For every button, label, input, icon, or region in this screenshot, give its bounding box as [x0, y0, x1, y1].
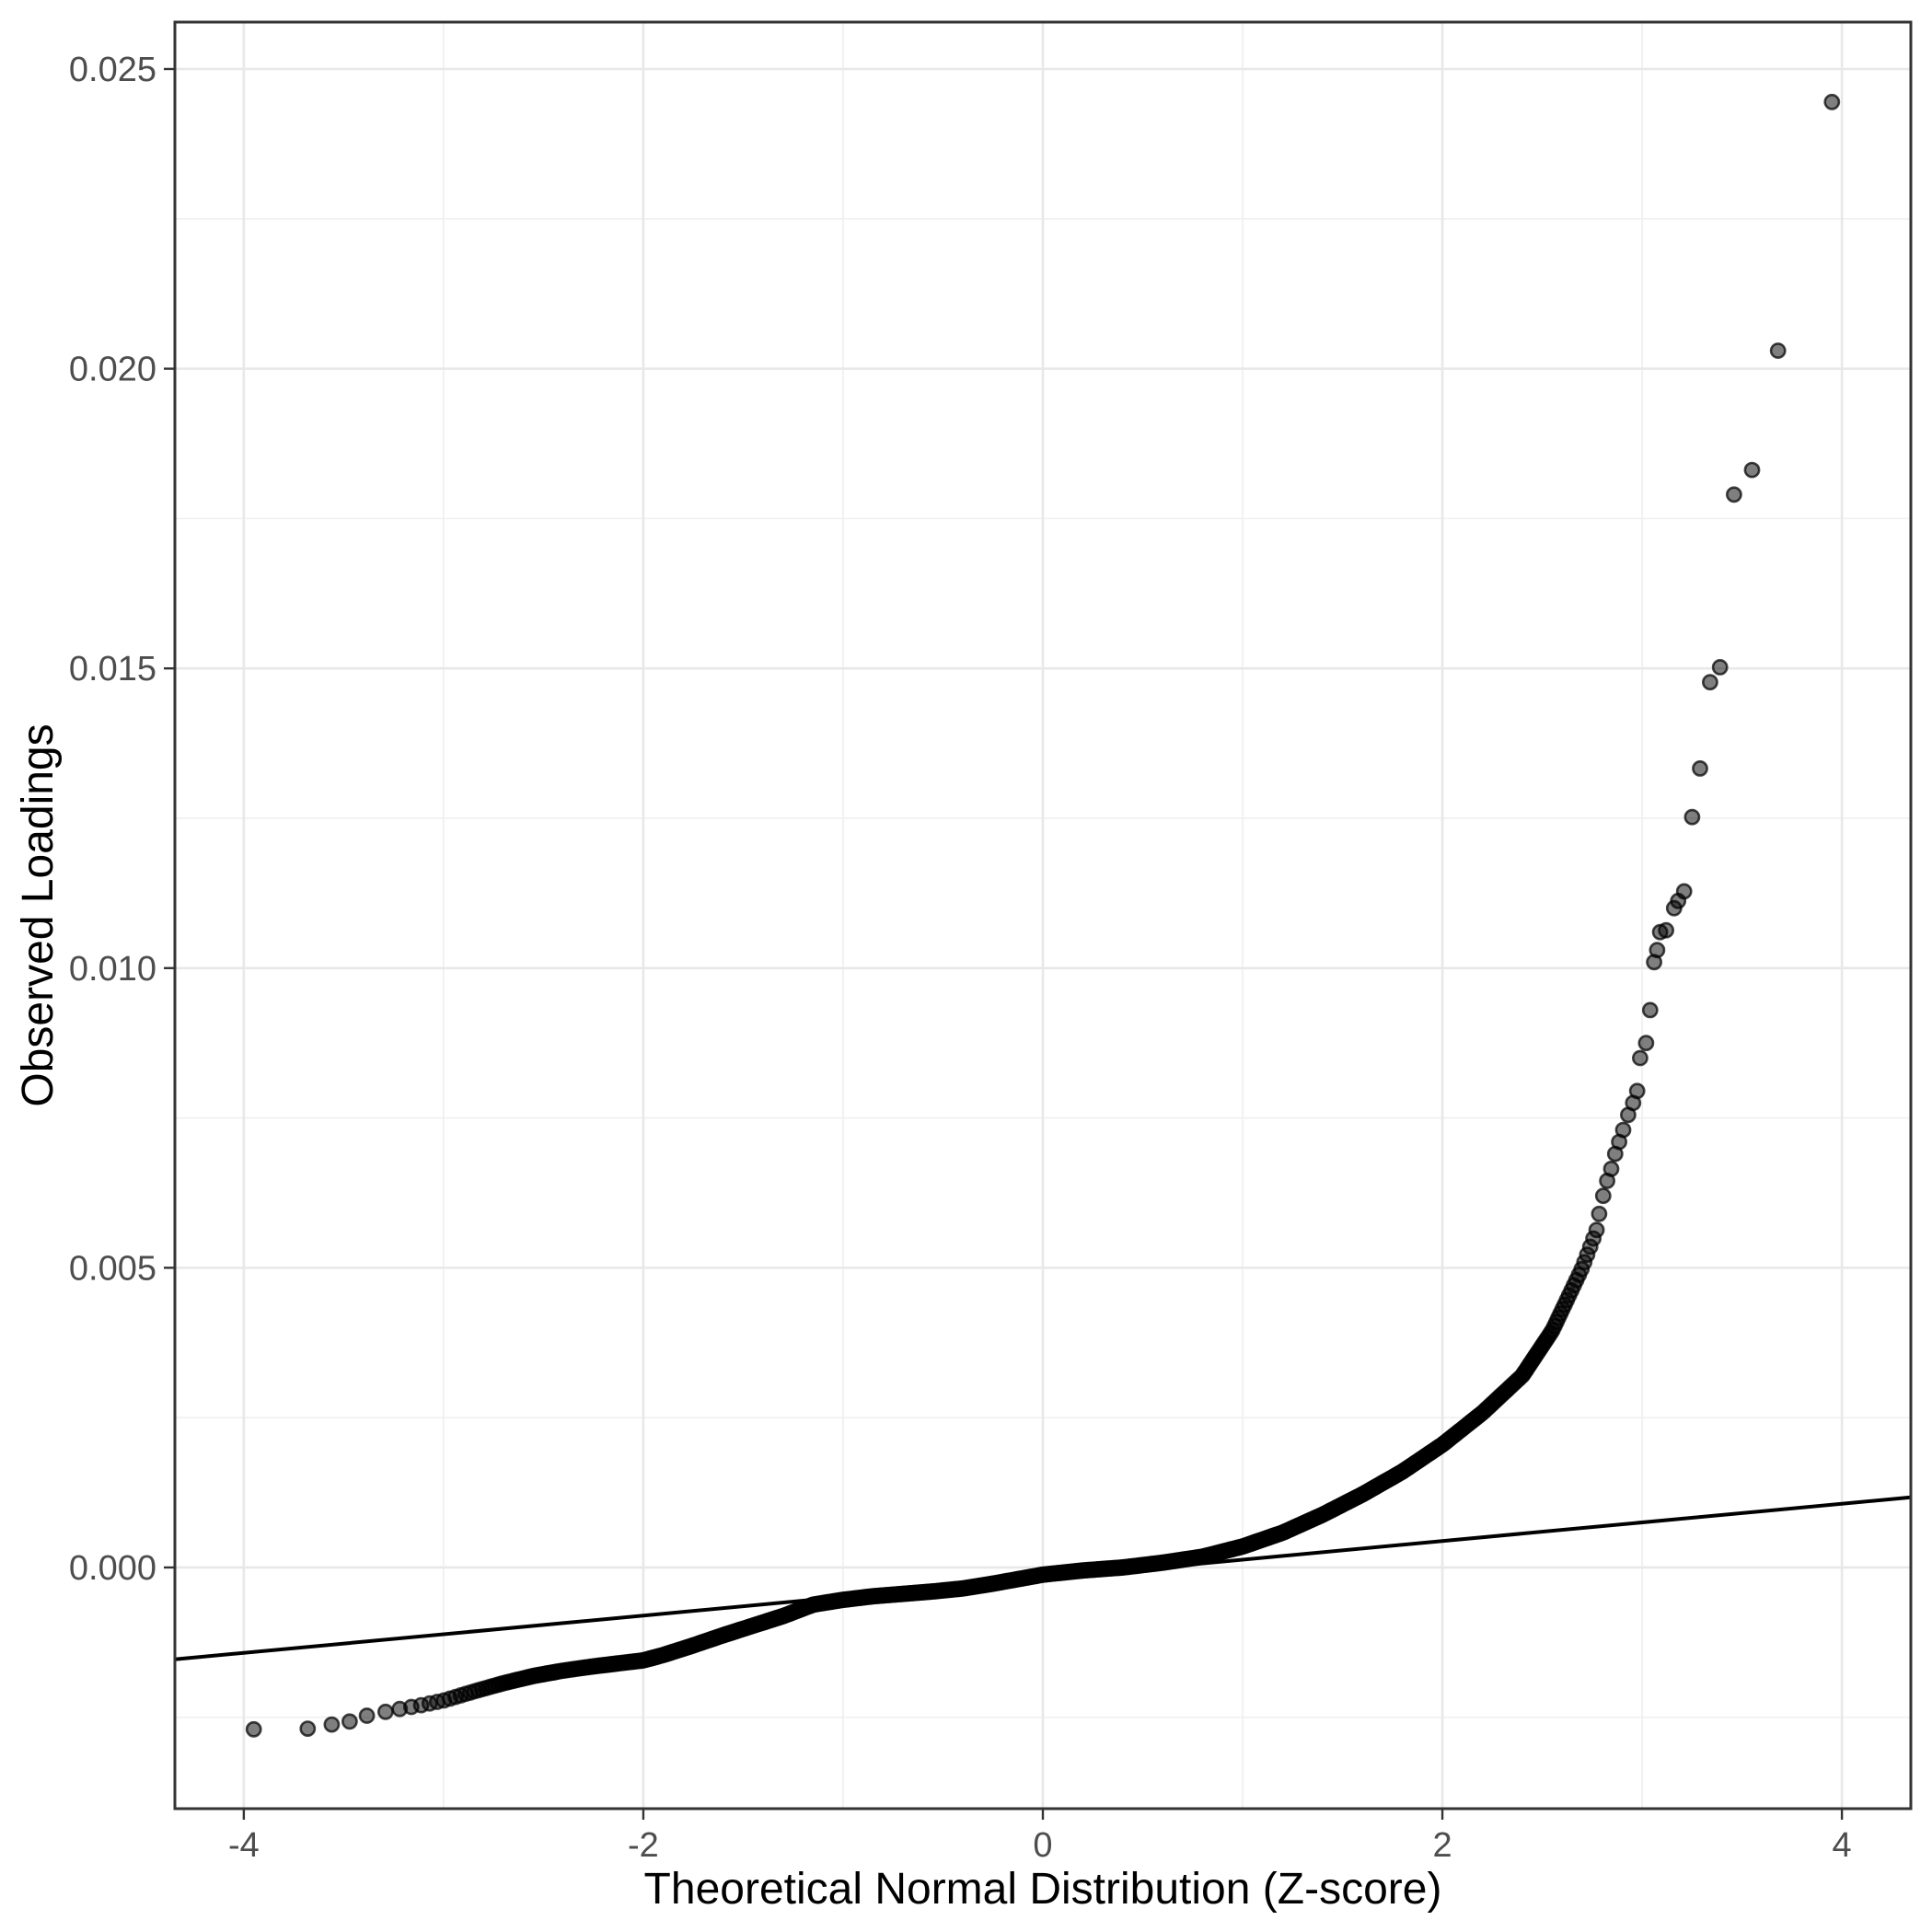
y-axis-tick-labels: 0.000 0.005 0.010 0.015 0.020 0.025	[69, 51, 156, 1588]
y-tick-label: 0.015	[69, 650, 156, 688]
axis-tick-marks	[164, 67, 1844, 1820]
x-tick-label: 2	[1432, 1826, 1452, 1865]
y-tick-label: 0.020	[69, 351, 156, 389]
x-tick-label: 4	[1833, 1826, 1852, 1865]
y-tick-label: 0.025	[69, 51, 156, 89]
x-axis-tick-labels: -4 -2 0 2 4	[228, 1826, 1852, 1865]
x-tick-label: 0	[1033, 1826, 1052, 1865]
qq-reference-line	[174, 1495, 1912, 1661]
y-tick-label: 0.010	[69, 950, 156, 989]
y-axis-title: Observed Loadings	[14, 723, 63, 1106]
x-axis-title: Theoretical Normal Distribution (Z-score…	[644, 1865, 1442, 1914]
y-tick-label: 0.005	[69, 1249, 156, 1288]
grid-major-lines	[175, 22, 1911, 1809]
x-tick-label: -2	[628, 1826, 659, 1865]
x-tick-label: -4	[228, 1826, 260, 1865]
y-tick-label: 0.000	[69, 1549, 156, 1588]
